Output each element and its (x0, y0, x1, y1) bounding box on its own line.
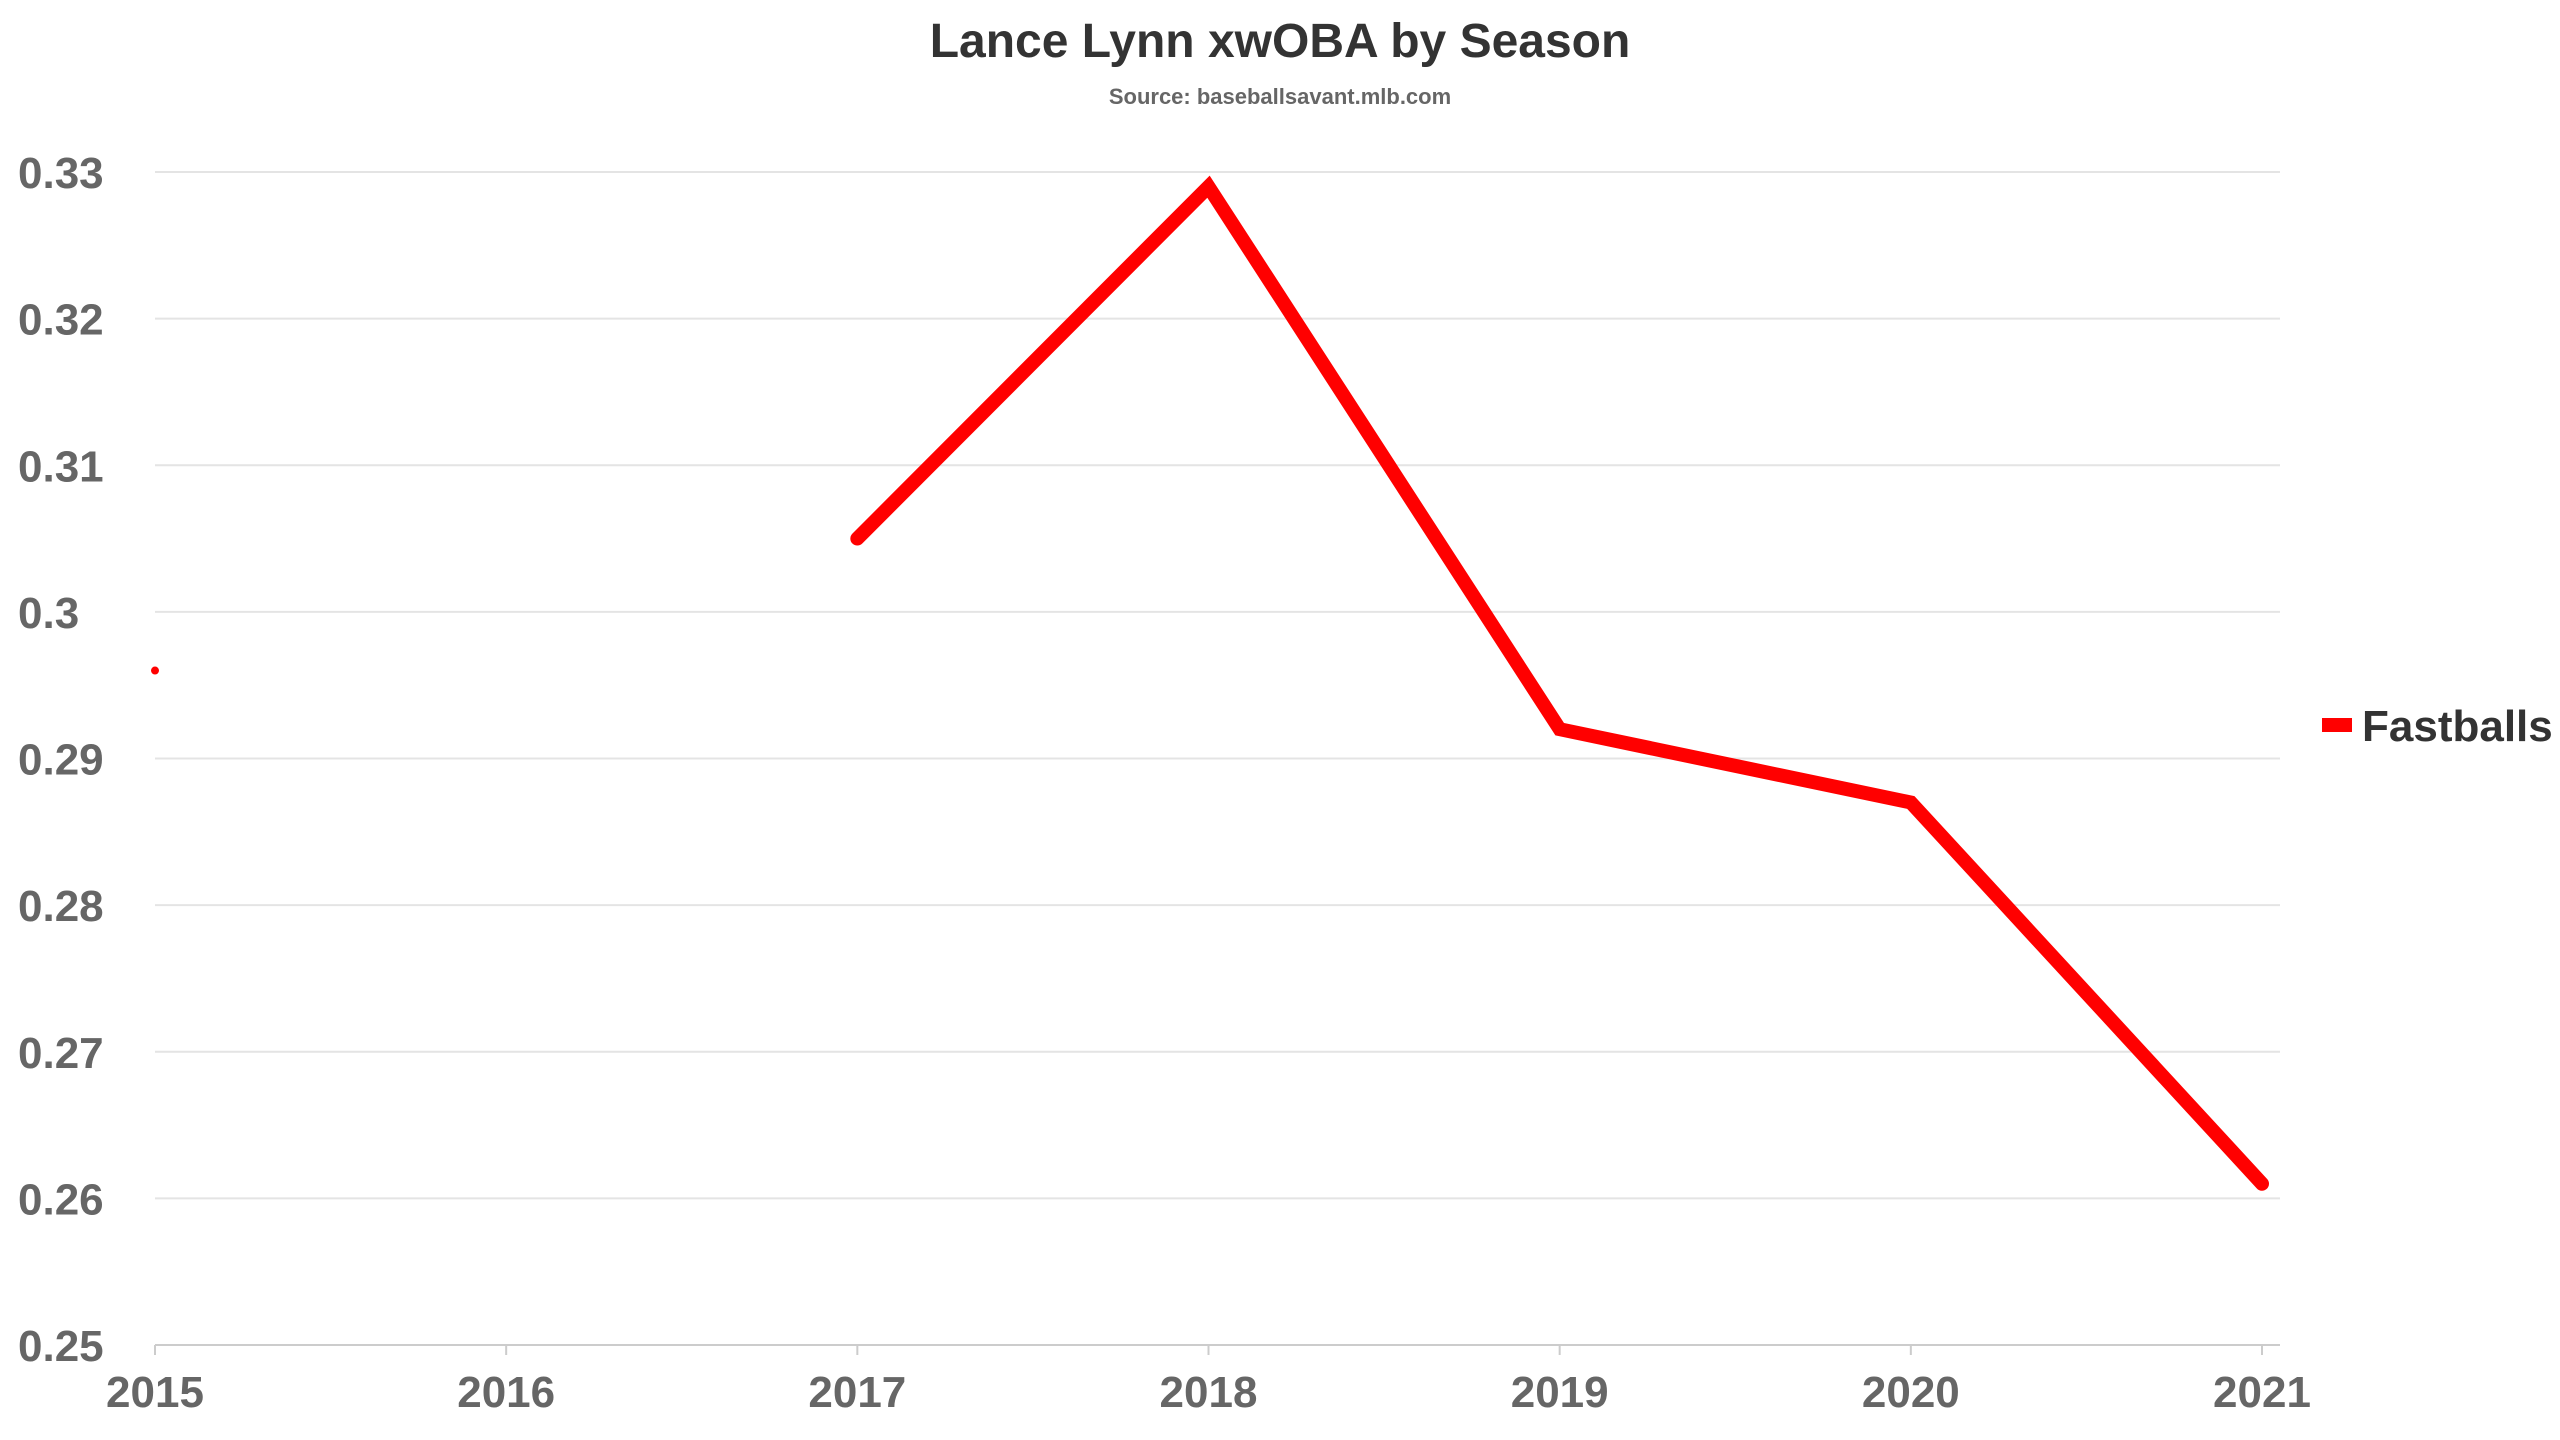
y-tick-label: 0.29 (18, 736, 104, 785)
x-tick-label: 2019 (1511, 1368, 1609, 1417)
x-tick-label: 2020 (1862, 1368, 1960, 1417)
x-tick-label: 2015 (106, 1368, 204, 1417)
y-tick-label: 0.25 (18, 1322, 104, 1371)
y-tick-label: 0.32 (18, 296, 104, 345)
y-tick-label: 0.26 (18, 1175, 104, 1224)
y-tick-label: 0.27 (18, 1029, 104, 1078)
y-tick-label: 0.3 (18, 589, 79, 638)
data-point (151, 666, 159, 675)
x-tick-label: 2018 (1160, 1368, 1258, 1417)
chart-title: Lance Lynn xwOBA by Season (929, 15, 1631, 68)
chart-subtitle: Source: baseballsavant.mlb.com (1108, 84, 1452, 109)
x-tick-label: 2017 (808, 1368, 906, 1417)
series-line (850, 175, 2269, 1191)
x-tick-label: 2016 (457, 1368, 555, 1417)
x-tick-label: 2021 (2213, 1368, 2311, 1417)
legend-label: Fastballs (2362, 702, 2553, 751)
y-tick-label: 0.33 (18, 149, 104, 198)
y-tick-label: 0.28 (18, 882, 104, 931)
y-tick-label: 0.31 (18, 442, 104, 491)
